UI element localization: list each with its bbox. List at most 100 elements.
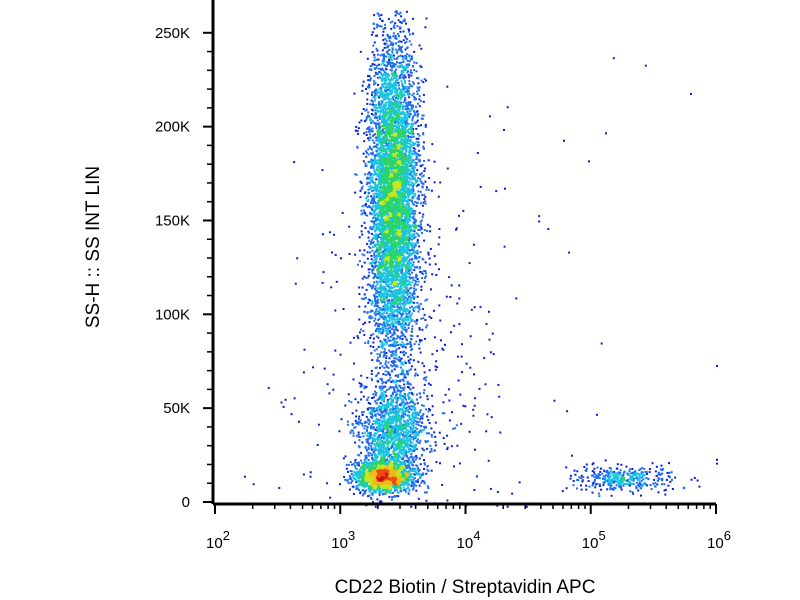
data-point: [370, 417, 373, 419]
data-point: [373, 90, 376, 93]
data-point: [383, 446, 386, 448]
data-point: [404, 443, 407, 445]
data-point: [419, 439, 422, 442]
data-point: [388, 478, 391, 481]
data-point: [393, 475, 395, 478]
data-point: [400, 483, 402, 486]
data-point: [369, 166, 372, 169]
data-point: [423, 376, 426, 379]
data-point: [381, 474, 384, 477]
data-point: [416, 421, 419, 423]
data-point: [397, 441, 400, 444]
data-point: [390, 394, 393, 397]
data-point: [360, 477, 363, 480]
data-point: [423, 462, 426, 465]
data-point: [412, 276, 415, 279]
data-point: [404, 463, 406, 466]
data-point: [374, 285, 377, 288]
data-point: [382, 452, 385, 455]
data-point: [410, 485, 413, 488]
data-point: [389, 426, 392, 429]
data-point: [404, 409, 407, 412]
data-point: [403, 428, 405, 431]
data-point: [406, 401, 409, 404]
data-point: [344, 478, 347, 481]
data-point: [409, 433, 412, 436]
data-point: [410, 300, 413, 303]
data-point: [413, 404, 416, 407]
data-point: [366, 251, 369, 254]
data-point: [390, 483, 393, 486]
data-point: [389, 433, 392, 436]
data-point: [409, 277, 411, 280]
data-point: [398, 477, 401, 480]
data-point: [370, 480, 373, 483]
data-point: [410, 368, 412, 371]
data-point: [370, 492, 373, 495]
data-point: [358, 480, 361, 483]
data-point: [396, 477, 399, 479]
data-point: [402, 387, 405, 390]
data-point: [395, 401, 398, 404]
data-point: [370, 178, 373, 181]
data-point: [412, 416, 415, 419]
data-point: [368, 271, 371, 274]
data-point: [409, 441, 412, 444]
data-point: [363, 491, 366, 494]
data-point: [414, 409, 416, 412]
data-point: [379, 481, 382, 484]
data-point: [414, 470, 417, 473]
data-point: [374, 461, 377, 463]
data-point: [352, 434, 355, 437]
data-point: [363, 209, 365, 212]
data-point: [365, 288, 368, 291]
data-point: [390, 460, 393, 463]
data-point: [395, 478, 398, 481]
data-point: [415, 456, 418, 459]
data-point: [383, 396, 386, 399]
data-point: [403, 452, 406, 455]
data-point: [408, 187, 410, 190]
data-point: [383, 398, 386, 401]
data-point: [405, 429, 408, 432]
data-point: [353, 426, 356, 429]
data-point: [396, 121, 399, 124]
data-point: [379, 409, 382, 412]
data-point: [402, 489, 405, 492]
data-point: [398, 445, 401, 447]
data-point: [387, 424, 389, 427]
data-point: [418, 442, 421, 445]
data-point: [381, 430, 384, 433]
data-point: [395, 396, 398, 399]
data-point: [399, 407, 402, 410]
data-point: [378, 422, 381, 425]
data-point: [377, 406, 380, 409]
data-point: [415, 455, 418, 457]
data-point: [397, 483, 400, 486]
data-point: [361, 441, 364, 444]
data-point: [408, 151, 411, 154]
data-point: [365, 415, 368, 418]
data-point: [406, 461, 409, 464]
data-point: [355, 473, 358, 475]
data-point: [394, 475, 397, 478]
data-point: [425, 188, 428, 191]
data-point: [403, 75, 406, 77]
data-point: [362, 323, 365, 326]
data-point: [405, 475, 408, 478]
data-point: [408, 450, 411, 453]
data-point: [361, 467, 364, 470]
data-point: [421, 479, 424, 482]
data-point: [406, 252, 409, 255]
data-point: [416, 448, 418, 451]
data-point: [396, 416, 399, 419]
data-point: [431, 405, 434, 408]
data-point: [388, 387, 391, 390]
data-point: [357, 462, 360, 465]
data-point: [377, 58, 380, 61]
data-point: [391, 496, 394, 499]
data-point: [380, 466, 383, 469]
data-point: [409, 440, 412, 443]
data-point: [402, 20, 405, 23]
data-point: [404, 317, 407, 320]
